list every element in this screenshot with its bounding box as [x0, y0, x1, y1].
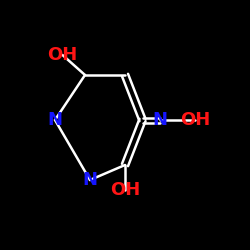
Text: OH: OH	[48, 46, 78, 64]
Text: N: N	[152, 111, 168, 129]
Text: OH: OH	[110, 181, 140, 199]
Text: N: N	[48, 111, 62, 129]
Text: OH: OH	[180, 111, 210, 129]
Text: N: N	[82, 171, 98, 189]
